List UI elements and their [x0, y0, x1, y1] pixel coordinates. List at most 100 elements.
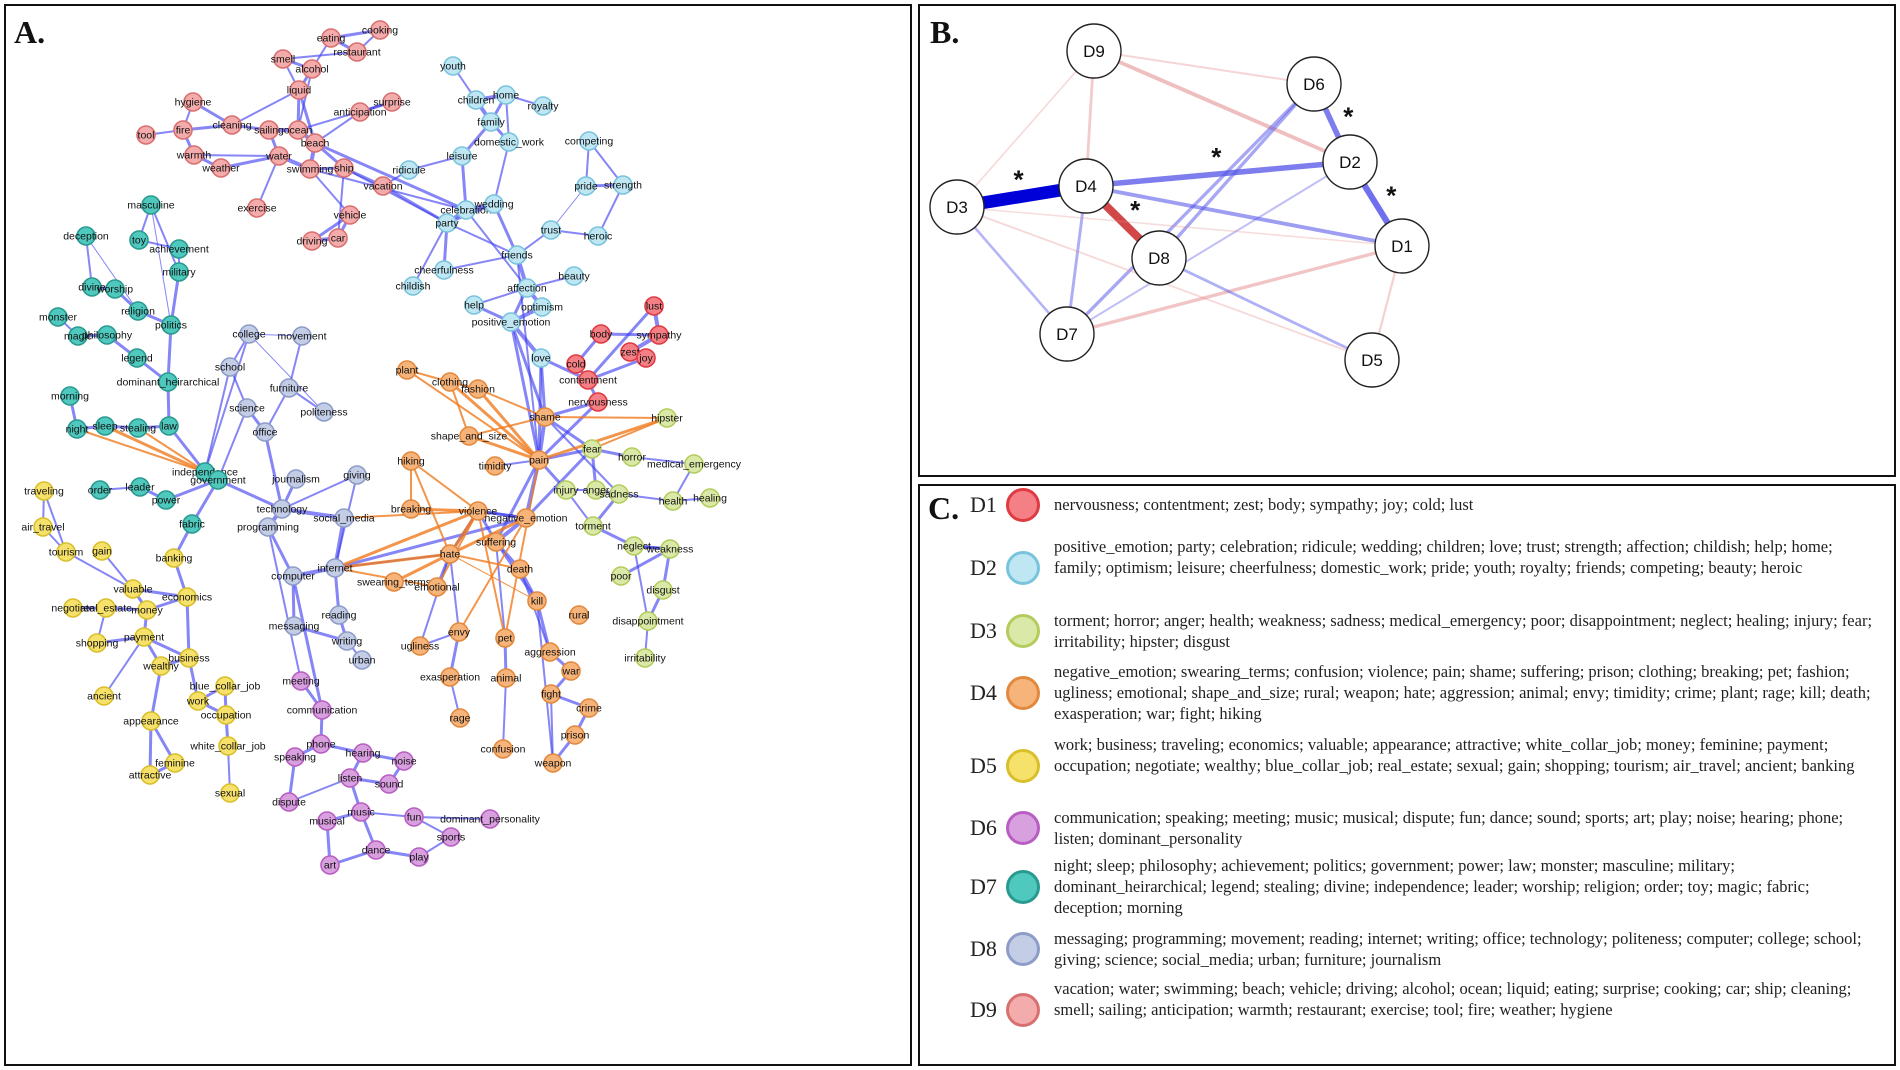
edge-negative-shape_and_size-pain	[467, 434, 541, 462]
edge-positive-masculine-military	[150, 204, 180, 273]
node-circle-cooking	[370, 20, 390, 40]
legend-words: work; business; traveling; economics; va…	[1054, 735, 1855, 775]
node-label-ridicule: ridicule	[392, 165, 425, 177]
node-label-celebration: celebration	[440, 205, 492, 217]
node-politeness: politeness	[300, 402, 348, 422]
node-circle-liquid	[289, 80, 309, 100]
node-circle-weapon	[543, 753, 563, 773]
node-circle-traveling	[34, 481, 54, 501]
node-circle-help	[464, 295, 484, 315]
node-circle-tool	[136, 125, 156, 145]
significance-star-D2-D1: *	[1386, 181, 1397, 211]
node-circle-meeting	[291, 671, 311, 691]
node-circle-party	[437, 213, 457, 233]
node-label-music: music	[347, 807, 374, 819]
node-leisure: leisure	[447, 146, 478, 166]
node-sound: sound	[375, 774, 403, 794]
node-circle-magic	[68, 326, 88, 346]
legend-words: negative_emotion; swearing_terms; confus…	[1054, 662, 1871, 723]
node-circle-neglect	[624, 536, 644, 556]
edge-positive-government-technology	[216, 478, 284, 511]
node-anger: anger	[583, 480, 610, 500]
node-kill: kill	[527, 591, 547, 611]
panel-c-label: C.	[928, 490, 960, 526]
node-circle-driving	[302, 231, 322, 251]
node-label-sailing: sailing	[254, 125, 284, 137]
dim-edge-D4-D1	[1085, 184, 1403, 248]
node-sexual: sexual	[215, 783, 245, 803]
node-confusion: confusion	[481, 739, 526, 759]
node-circle-domestic_work	[499, 132, 519, 152]
node-noise: noise	[391, 751, 417, 771]
node-traveling: traveling	[24, 481, 64, 501]
node-label-breaking: breaking	[391, 504, 431, 516]
node-swearing_terms: swearing_terms	[357, 572, 431, 592]
node-label-hipster: hipster	[651, 413, 683, 425]
edge-positive-office-technology	[263, 430, 284, 511]
node-circle-vacation	[373, 176, 393, 196]
node-label-anticipation: anticipation	[333, 107, 386, 119]
node-movement: movement	[277, 326, 327, 346]
node-timidity: timidity	[479, 456, 512, 476]
node-circle-communication	[312, 700, 332, 720]
node-label-cleaning: cleaning	[212, 120, 251, 132]
node-heroic: heroic	[584, 226, 612, 246]
edge-negative-sleep-independence	[103, 424, 207, 474]
node-shape_and_size: shape_and_size	[431, 426, 507, 446]
node-office: office	[253, 422, 278, 442]
legend-id: D5	[970, 752, 997, 778]
node-torment: torment	[575, 516, 611, 536]
node-circle-air_travel	[33, 517, 53, 537]
node-circle-speaking	[285, 747, 305, 767]
node-vehicle: vehicle	[334, 205, 367, 225]
node-positive_emotion: positive_emotion	[472, 312, 551, 332]
node-aggression: aggression	[524, 642, 576, 662]
node-restaurant: restaurant	[333, 42, 381, 62]
node-rural: rural	[568, 605, 590, 625]
node-pride: pride	[574, 176, 598, 196]
significance-star-D4-D2: *	[1211, 142, 1222, 172]
node-label-meeting: meeting	[282, 676, 320, 688]
node-label-dominant_personality: dominant_personality	[440, 814, 541, 826]
node-label-tool: tool	[138, 130, 155, 142]
node-label-weakness: weakness	[646, 544, 694, 556]
node-label-violence: violence	[459, 506, 498, 518]
node-label-art: art	[324, 860, 336, 872]
node-leader: leader	[125, 477, 155, 497]
node-circle-journalism	[286, 469, 306, 489]
node-negative_emotion: negative_emotion	[485, 508, 568, 528]
node-attractive: attractive	[129, 765, 171, 785]
node-label-stealing: stealing	[120, 423, 156, 435]
node-label-achievement: achievement	[149, 244, 209, 256]
edge-positive-restaurant-smell	[282, 51, 358, 60]
edge-negative-hipster-fear	[591, 417, 668, 450]
node-label-disgust: disgust	[646, 585, 679, 597]
edge-positive-love-shame	[539, 356, 547, 419]
node-hearing: hearing	[345, 743, 381, 763]
node-circle-clothing	[440, 372, 460, 392]
node-phone: phone	[306, 734, 336, 754]
node-surprise: surprise	[373, 92, 411, 112]
node-circle-worship	[105, 279, 125, 299]
edge-positive-domestic_work-wedding	[493, 141, 510, 205]
legend-swatch	[1006, 614, 1040, 648]
node-domestic_work: domestic_work	[474, 132, 545, 152]
node-circle-animal	[496, 668, 516, 688]
node-label-poor: poor	[610, 571, 632, 583]
node-dispute: dispute	[272, 792, 306, 812]
node-night: night	[66, 419, 88, 439]
node-masculine: masculine	[127, 195, 175, 215]
edge-positive-animal-confusion	[502, 677, 507, 750]
node-suffering: suffering	[476, 532, 516, 552]
node-sleep: sleep	[92, 416, 118, 436]
node-religion: religion	[121, 301, 155, 321]
edge-negative-hiking-violence	[410, 460, 479, 512]
node-air_travel: air_travel	[21, 517, 65, 537]
node-circle-dominant_personality	[480, 809, 500, 829]
node-label-internet: internet	[317, 563, 352, 575]
node-circle-confusion	[493, 739, 513, 759]
node-circle-envy	[449, 622, 469, 642]
node-ridicule: ridicule	[392, 160, 426, 180]
node-joy: joy	[636, 348, 656, 368]
node-circle-beach	[305, 133, 325, 153]
